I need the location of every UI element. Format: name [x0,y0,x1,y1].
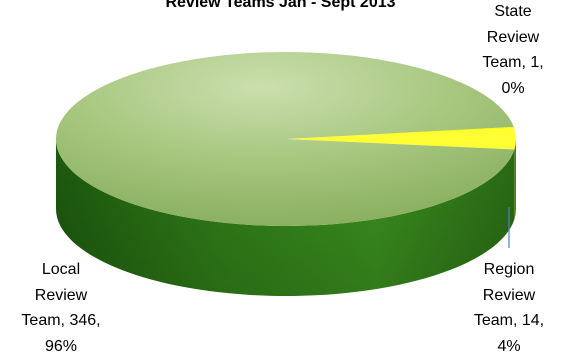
pie-side-shade [56,139,515,296]
slice-label-state-review-team: State Review Team, 1, 0% [465,0,561,101]
label-line: Region [483,261,535,278]
pie-slice-local-review-team [56,51,515,226]
label-line: 0% [501,79,525,97]
label-line: Review [34,286,88,304]
slice-label-local-review-team: Local Review Team, 346, 96% [0,257,122,359]
slice-label-region-review-team: Region Review Team, 14, 4% [459,257,559,359]
label-line: Team, 346, [21,312,101,329]
pie-slice-region-review-team [286,128,516,150]
pie-slice-state-review-team [286,126,515,139]
pie-side-region-review-team [514,139,516,220]
label-line: Team, 14, [473,312,545,329]
label-line: Team, 1, [482,54,544,71]
label-line: 96% [44,337,78,355]
label-line: 4% [497,337,521,355]
label-line: Review [486,28,540,46]
label-line: Local [41,261,81,278]
label-line: Review [482,286,536,304]
chart-title: Review Teams Jan - Sept 2013 [165,0,396,11]
label-line: State [494,3,532,20]
